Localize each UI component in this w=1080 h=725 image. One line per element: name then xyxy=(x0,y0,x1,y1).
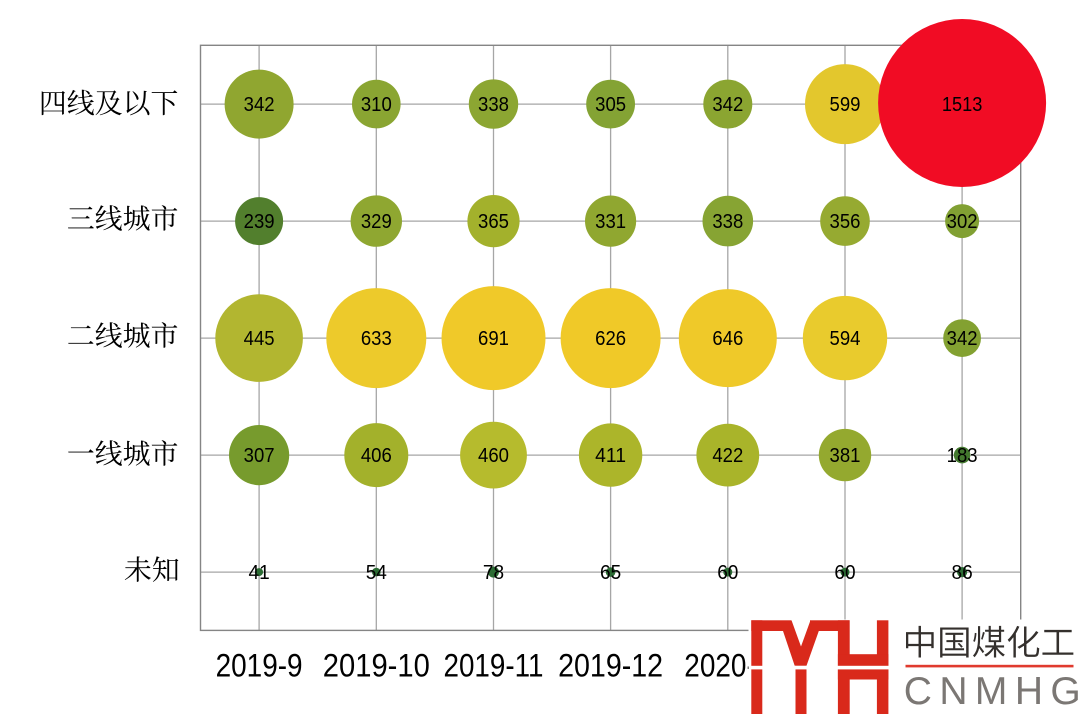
svg-text:239: 239 xyxy=(244,211,275,233)
svg-text:646: 646 xyxy=(712,328,743,350)
svg-text:54: 54 xyxy=(366,562,387,584)
svg-text:331: 331 xyxy=(595,211,626,233)
svg-text:310: 310 xyxy=(361,94,392,116)
svg-text:365: 365 xyxy=(478,211,509,233)
svg-text:356: 356 xyxy=(830,211,861,233)
svg-text:305: 305 xyxy=(595,94,626,116)
svg-text:329: 329 xyxy=(361,211,392,233)
svg-text:342: 342 xyxy=(244,94,275,116)
svg-text:445: 445 xyxy=(244,328,275,350)
svg-text:2019-12: 2019-12 xyxy=(558,648,663,684)
svg-text:60: 60 xyxy=(834,562,855,584)
svg-text:CNMHG: CNMHG xyxy=(904,670,1080,713)
svg-text:460: 460 xyxy=(478,445,509,467)
svg-text:633: 633 xyxy=(361,328,392,350)
svg-text:338: 338 xyxy=(478,94,509,116)
svg-text:307: 307 xyxy=(244,445,275,467)
svg-text:86: 86 xyxy=(952,562,973,584)
svg-text:338: 338 xyxy=(712,211,743,233)
svg-text:65: 65 xyxy=(600,562,621,584)
svg-text:60: 60 xyxy=(717,562,738,584)
svg-text:78: 78 xyxy=(483,562,504,584)
svg-text:2019-10: 2019-10 xyxy=(323,648,430,684)
svg-text:2019-11: 2019-11 xyxy=(444,648,544,684)
svg-text:41: 41 xyxy=(249,562,270,584)
svg-text:381: 381 xyxy=(830,445,861,467)
svg-text:691: 691 xyxy=(478,328,509,350)
svg-text:594: 594 xyxy=(830,328,861,350)
svg-text:411: 411 xyxy=(595,445,626,467)
svg-text:2019-9: 2019-9 xyxy=(216,648,303,684)
svg-text:626: 626 xyxy=(595,328,626,350)
svg-text:1513: 1513 xyxy=(942,94,983,116)
svg-text:406: 406 xyxy=(361,445,392,467)
svg-text:422: 422 xyxy=(712,445,743,467)
svg-text:342: 342 xyxy=(947,328,978,350)
svg-text:183: 183 xyxy=(947,445,978,467)
svg-text:599: 599 xyxy=(830,94,861,116)
svg-text:342: 342 xyxy=(712,94,743,116)
svg-text:302: 302 xyxy=(947,211,978,233)
